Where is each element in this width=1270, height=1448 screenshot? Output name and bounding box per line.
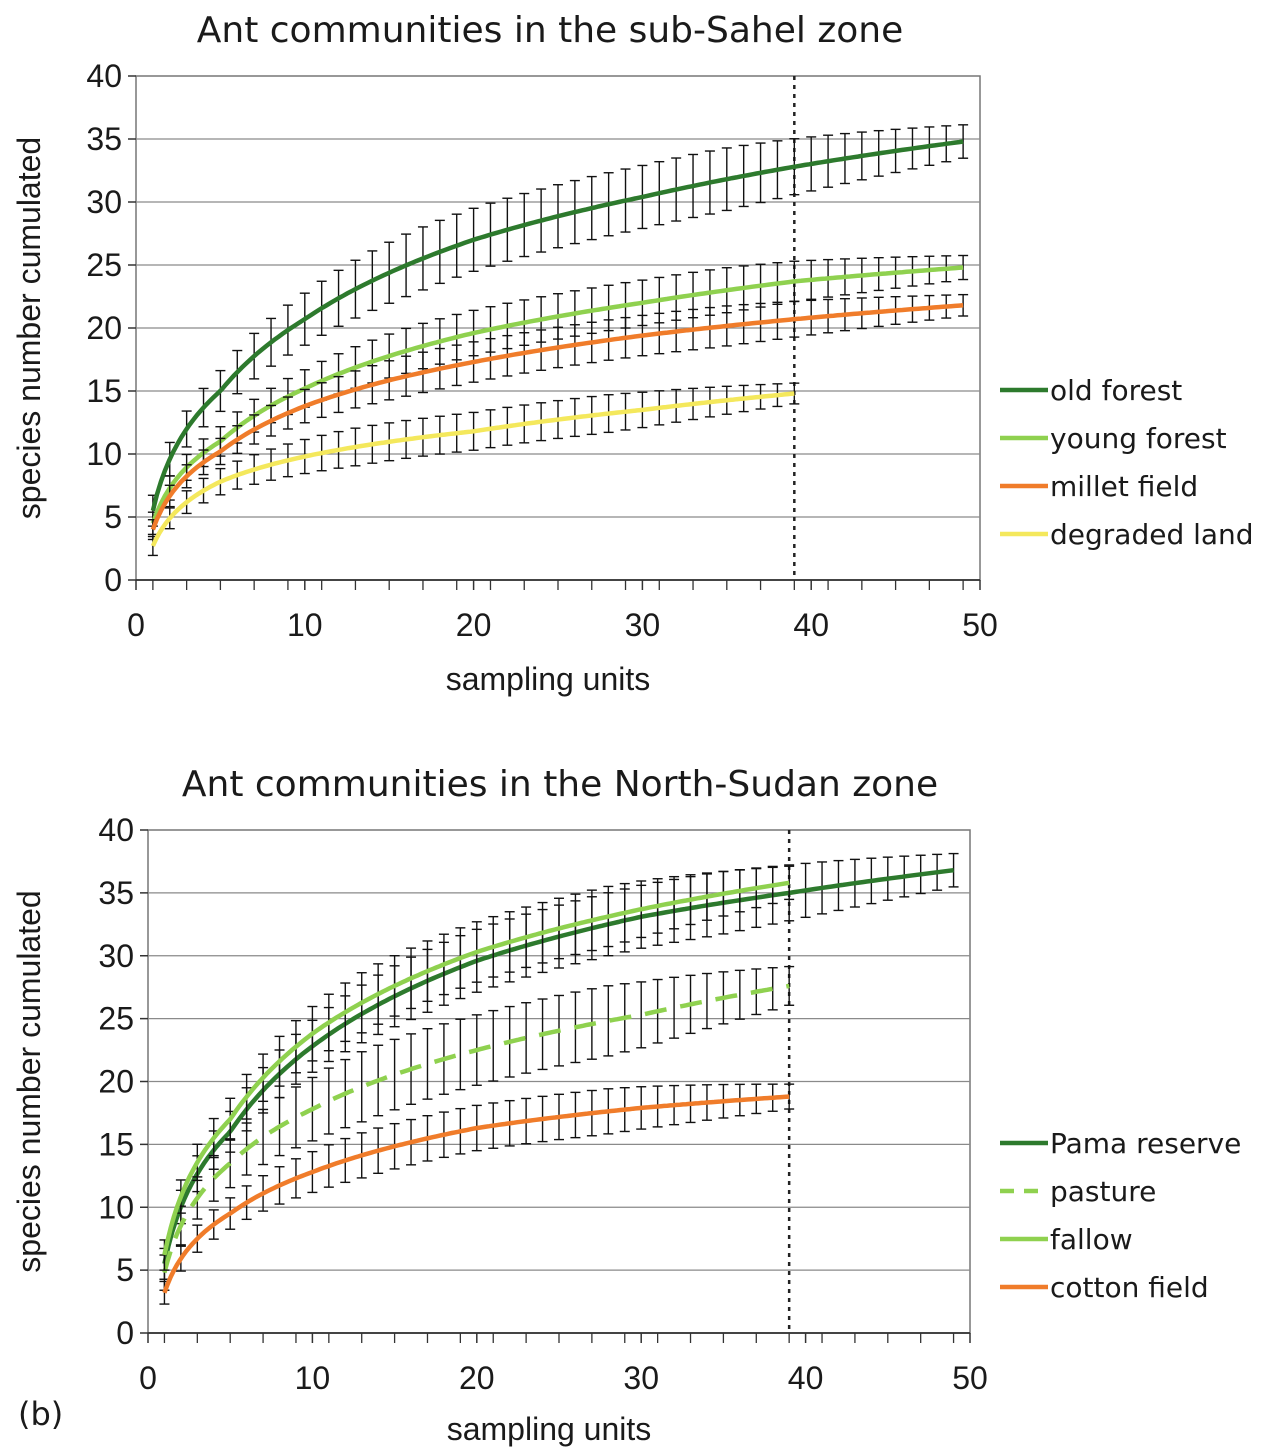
y-tick-label: 40 [98, 812, 134, 848]
series-line [150, 139, 964, 512]
y-tick-label: 40 [86, 58, 122, 94]
series-pasture [159, 965, 795, 1291]
y-tick-label: 5 [104, 499, 122, 535]
y-tick-label: 35 [98, 875, 134, 911]
legend-label: young forest [1050, 422, 1227, 455]
series-young-forest [147, 254, 969, 536]
x-tick-label: 30 [623, 1360, 659, 1396]
legend-label: Pama reserve [1050, 1127, 1241, 1160]
y-tick-label: 0 [104, 562, 122, 598]
y-tick-label: 30 [98, 938, 134, 974]
x-tick-label: 0 [127, 607, 145, 643]
x-tick-label: 40 [788, 1360, 824, 1396]
x-tick-label: 10 [295, 1360, 331, 1396]
series-fallow [159, 865, 795, 1271]
y-tick-label: 25 [86, 247, 122, 283]
y-tick-label: 35 [86, 121, 122, 157]
y-axis-label: species number cumulated [11, 137, 47, 519]
legend-label: degraded land [1050, 518, 1254, 551]
x-tick-label: 10 [287, 607, 323, 643]
x-tick-label: 50 [952, 1360, 988, 1396]
panel-label: (b) [18, 1395, 63, 1433]
x-tick-label: 20 [459, 1360, 495, 1396]
x-tick-label: 50 [962, 607, 998, 643]
legend-label: pasture [1050, 1175, 1156, 1208]
x-tick-label: 0 [139, 1360, 157, 1396]
y-axis-label: species number cumulated [11, 890, 47, 1272]
y-tick-label: 20 [86, 310, 122, 346]
x-axis-label: sampling units [446, 661, 651, 697]
series-degraded-land [147, 382, 800, 557]
y-tick-label: 10 [86, 436, 122, 472]
y-tick-label: 15 [98, 1126, 134, 1162]
series-line [162, 880, 790, 1256]
x-axis-label: sampling units [447, 1411, 652, 1447]
legend-label: millet field [1050, 470, 1198, 503]
chart-panel-a: Ant communities in the sub-Sahel zone 0 5 1… [11, 10, 1254, 697]
y-tick-label: 25 [98, 1001, 134, 1037]
legend-label: fallow [1050, 1223, 1133, 1256]
chart-panel-b: Ant communities in the North-Sudan zone 0… [11, 764, 1241, 1447]
y-tick-label: 10 [98, 1189, 134, 1225]
series-line [162, 1094, 790, 1294]
y-tick-label: 5 [116, 1252, 134, 1288]
y-tick-label: 30 [86, 184, 122, 220]
chart-title: Ant communities in the sub-Sahel zone [197, 10, 903, 51]
x-tick-label: 30 [625, 607, 661, 643]
series-line [150, 303, 964, 531]
chart-title: Ant communities in the North-Sudan zone [182, 764, 938, 805]
y-tick-label: 20 [98, 1064, 134, 1100]
x-tick-label: 20 [456, 607, 492, 643]
y-tick-label: 0 [116, 1315, 134, 1351]
legend-label: old forest [1050, 374, 1182, 407]
legend-label: cotton field [1050, 1271, 1209, 1304]
series-old-forest [147, 124, 969, 527]
series-line [150, 391, 795, 547]
series-millet-field [147, 293, 969, 541]
y-tick-label: 15 [86, 373, 122, 409]
x-tick-label: 40 [793, 607, 829, 643]
series-cotton-field [159, 1083, 795, 1305]
series-line [162, 983, 790, 1274]
